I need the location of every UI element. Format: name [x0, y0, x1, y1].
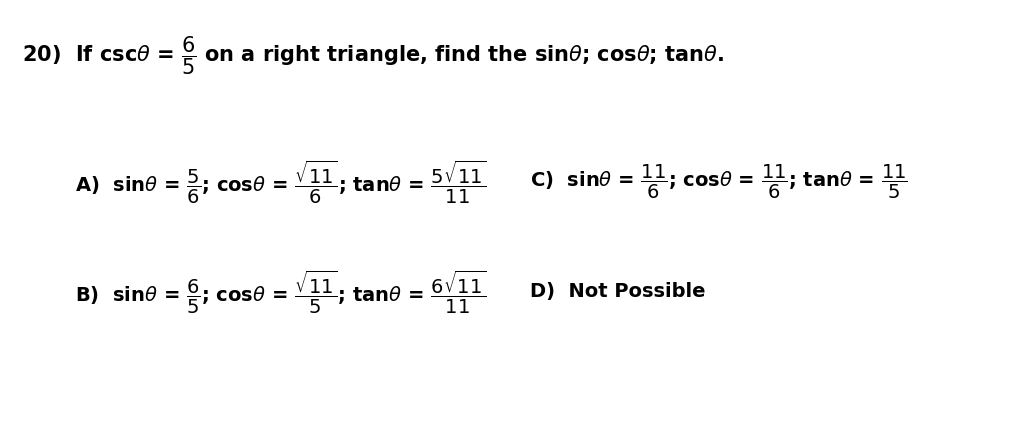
Text: D)  Not Possible: D) Not Possible [530, 282, 705, 301]
Text: C)  sin$\theta$ = $\dfrac{11}{6}$; cos$\theta$ = $\dfrac{11}{6}$; tan$\theta$ = : C) sin$\theta$ = $\dfrac{11}{6}$; cos$\t… [530, 163, 908, 201]
Text: B)  sin$\theta$ = $\dfrac{6}{5}$; cos$\theta$ = $\dfrac{\sqrt{11}}{5}$; tan$\the: B) sin$\theta$ = $\dfrac{6}{5}$; cos$\th… [75, 268, 487, 316]
Text: 20)  If csc$\theta$ = $\dfrac{6}{5}$ on a right triangle, find the sin$\theta$; : 20) If csc$\theta$ = $\dfrac{6}{5}$ on a… [22, 34, 723, 76]
Text: A)  sin$\theta$ = $\dfrac{5}{6}$; cos$\theta$ = $\dfrac{\sqrt{11}}{6}$; tan$\the: A) sin$\theta$ = $\dfrac{5}{6}$; cos$\th… [75, 158, 487, 206]
